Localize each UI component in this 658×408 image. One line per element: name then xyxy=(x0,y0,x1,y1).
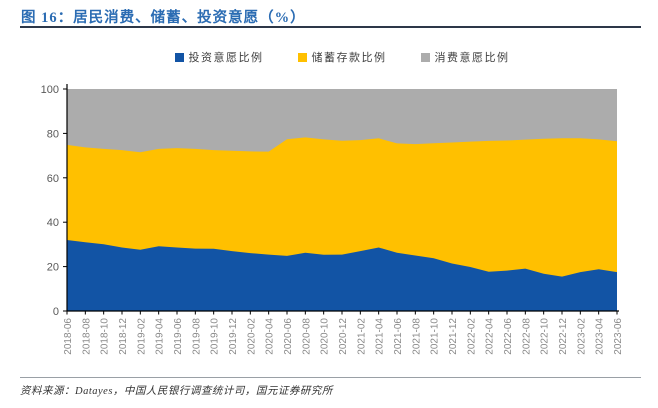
legend-label-consumption: 消费意愿比例 xyxy=(434,52,510,64)
legend-item-savings: 储蓄存款比例 xyxy=(297,49,387,65)
x-tick-label: 2019-10 xyxy=(210,318,221,355)
y-tick-label: 20 xyxy=(47,262,59,274)
x-tick-label: 2019-06 xyxy=(173,318,184,355)
x-tick-label: 2021-12 xyxy=(448,318,459,355)
x-tick-label: 2019-08 xyxy=(191,318,202,355)
x-tick-label: 2019-04 xyxy=(155,318,166,355)
x-tick-label: 2018-08 xyxy=(81,318,92,355)
y-tick-label: 40 xyxy=(47,217,59,229)
x-tick-label: 2018-12 xyxy=(118,318,129,355)
x-tick-label: 2019-12 xyxy=(228,318,239,355)
legend-item-investment: 投资意愿比例 xyxy=(174,49,264,65)
x-tick-label: 2020-04 xyxy=(265,318,276,355)
x-tick-label: 2020-06 xyxy=(283,318,294,355)
x-tick-label: 2022-02 xyxy=(466,318,477,355)
figure-title: 图 16：居民消费、储蓄、投资意愿（%） xyxy=(21,10,306,26)
x-tick-label: 2018-06 xyxy=(63,318,74,355)
x-tick-label: 2022-06 xyxy=(503,318,514,355)
area-investment xyxy=(67,240,617,311)
legend-label-investment: 投资意愿比例 xyxy=(188,52,264,64)
x-tick-label: 2022-08 xyxy=(521,318,532,355)
x-tick-label: 2018-10 xyxy=(100,318,111,355)
title-underline xyxy=(20,26,641,28)
x-tick-label: 2023-06 xyxy=(613,318,624,355)
source-note: 资料来源：Datayes，中国人民银行调查统计司，国元证券研究所 xyxy=(20,377,641,398)
y-tick-label: 60 xyxy=(47,173,59,185)
legend: 投资意愿比例 储蓄存款比例 消费意愿比例 xyxy=(67,49,617,65)
legend-swatch-investment xyxy=(174,52,184,62)
x-tick-label: 2021-04 xyxy=(375,318,386,355)
x-tick-label: 2020-08 xyxy=(301,318,312,355)
legend-swatch-consumption xyxy=(420,52,430,62)
x-tick-label: 2023-02 xyxy=(576,318,587,355)
legend-item-consumption: 消费意愿比例 xyxy=(420,49,510,65)
x-tick-label: 2020-12 xyxy=(338,318,349,355)
x-tick-label: 2021-02 xyxy=(356,318,367,355)
y-tick-label: 100 xyxy=(41,84,59,96)
x-tick-label: 2022-10 xyxy=(540,318,551,355)
x-tick-label: 2021-06 xyxy=(393,318,404,355)
y-tick-label: 0 xyxy=(53,306,59,318)
x-tick-label: 2022-12 xyxy=(558,318,569,355)
x-tick-label: 2020-02 xyxy=(246,318,257,355)
x-tick-label: 2020-10 xyxy=(320,318,331,355)
x-tick-label: 2019-02 xyxy=(136,318,147,355)
y-tick-label: 80 xyxy=(47,128,59,140)
x-tick-label: 2023-04 xyxy=(595,318,606,355)
legend-label-savings: 储蓄存款比例 xyxy=(311,52,387,64)
x-tick-label: 2022-04 xyxy=(485,318,496,355)
legend-swatch-savings xyxy=(297,52,307,62)
x-tick-label: 2021-10 xyxy=(430,318,441,355)
x-tick-label: 2021-08 xyxy=(411,318,422,355)
